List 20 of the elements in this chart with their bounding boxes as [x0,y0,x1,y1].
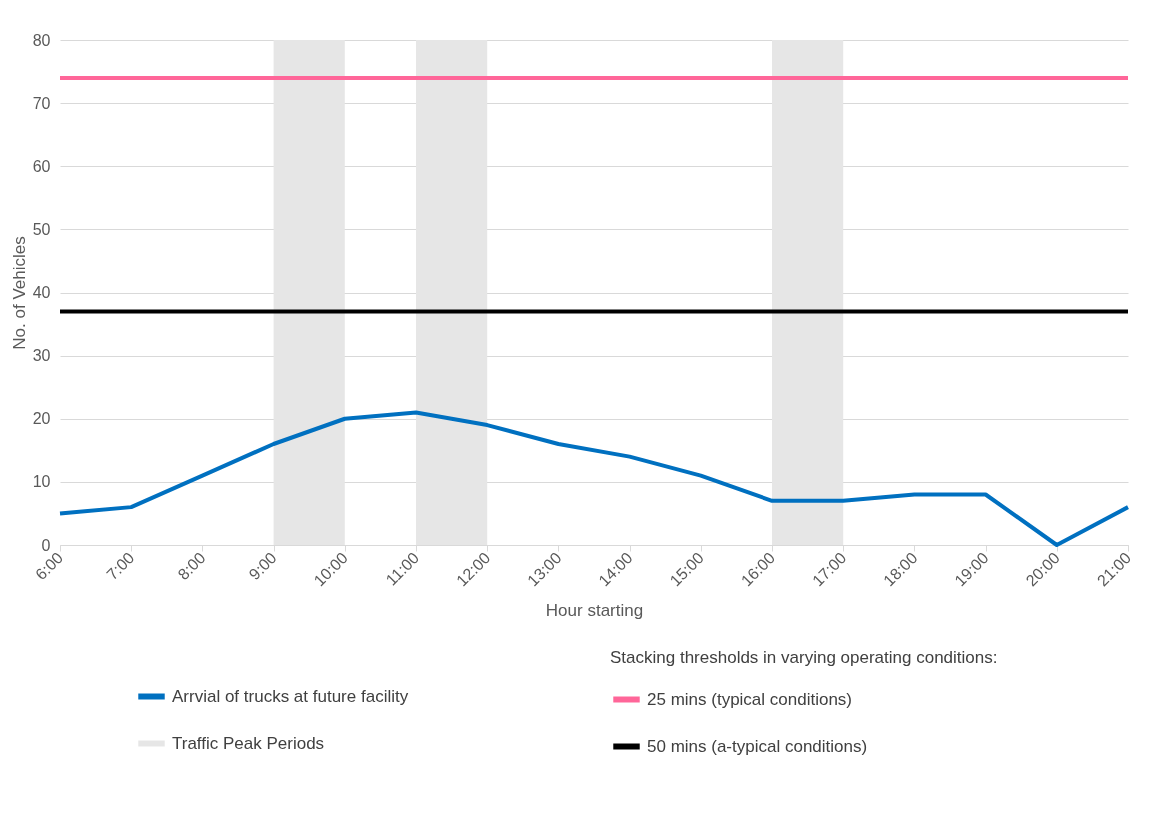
y-tick-label: 40 [32,284,51,301]
y-tick-label: 50 [32,220,51,238]
legend-label: 50 mins (a-typical conditions) [647,736,868,756]
line-series [58,410,1130,547]
x-tick-label: 9:00 [245,549,280,584]
y-tick-label: 60 [32,157,51,175]
legend-label: Arrvial of trucks at future facility [172,686,409,706]
y-tick-label: 80 [32,31,51,49]
y-tick-label: 10 [32,473,51,491]
x-axis-title: Hour starting [545,601,644,621]
y-tick-label: 70 [32,94,51,112]
legend-title: Stacking thresholds in varying operating conditions: [610,648,998,667]
y-axis-title: No. of Vehicles [9,236,29,350]
legend-label: 25 mins (typical conditions) [647,689,853,709]
x-tick-label: 8:00 [174,549,209,584]
legend-label: Traffic Peak Periods [172,733,325,753]
y-tick-label: 0 [41,536,51,554]
y-tick-label: 30 [32,347,51,365]
y-tick-label: 20 [32,410,51,428]
x-tick-label: 7:00 [103,549,138,584]
